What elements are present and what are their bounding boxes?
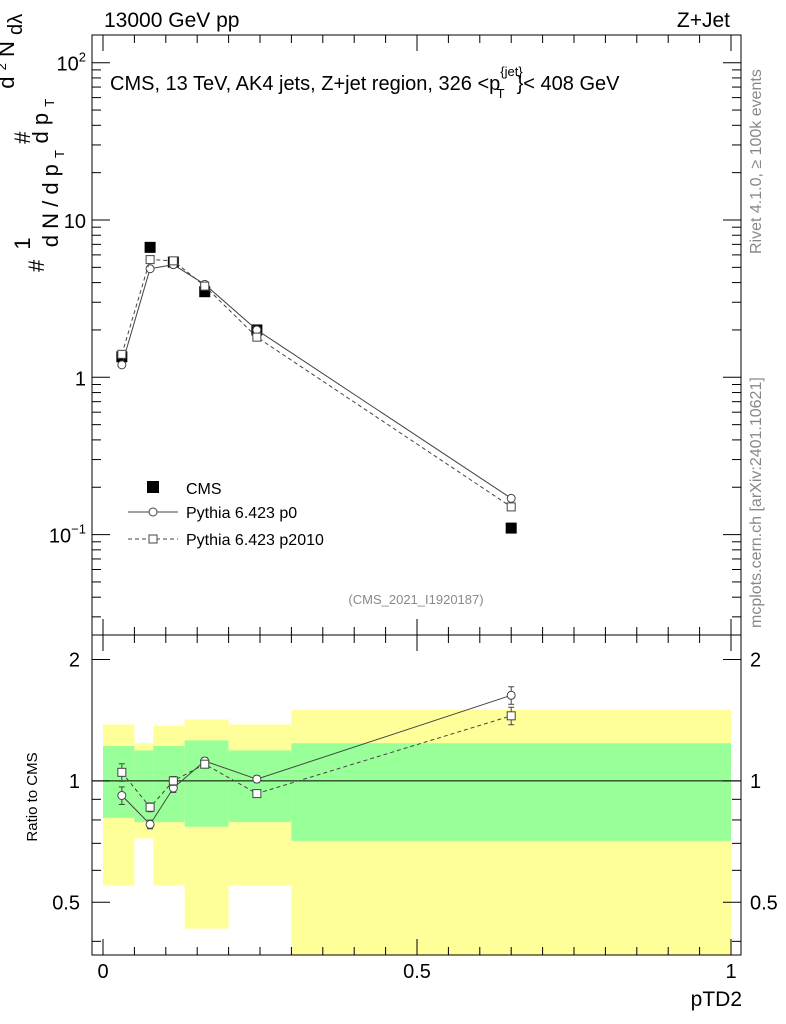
p0-ratio-marker: [506, 690, 516, 700]
main-y-tick-label: 1: [75, 368, 86, 390]
ylabel-part-10: dλ: [5, 14, 27, 35]
p2010-marker: [506, 502, 516, 512]
p0-ratio-marker: [252, 774, 262, 784]
plot-title-main: CMS, 13 TeV, AK4 jets, Z+jet region, 326…: [110, 73, 500, 95]
ratio-band-green: [228, 750, 292, 823]
ratio-y-tick-label-right: 2: [750, 649, 761, 671]
p0-ratio-line: [121, 694, 512, 826]
ratio-band-green: [184, 740, 229, 827]
plot-title-end: }< 408 GeV: [517, 73, 621, 95]
ylabel-part-0: #: [24, 259, 49, 272]
x-axis-label: pTD2: [691, 988, 742, 1011]
p0-marker: [117, 360, 127, 370]
x-tick-label: 0.5: [403, 961, 431, 983]
p2010-ratio-marker: [252, 789, 262, 799]
mcplots-label: mcplots.cern.ch [arXiv:2401.10621]: [748, 377, 765, 628]
ratio-y-tick-label-left: 1: [69, 771, 80, 793]
cms-data-point: [505, 522, 517, 534]
p0-ratio-marker: [117, 790, 127, 800]
p2010-ratio-marker: [200, 759, 210, 769]
ylabel-part-8: 2: [0, 63, 9, 70]
rivet-label: Rivet 4.1.0, ≥ 100k events: [748, 69, 765, 254]
p2010-marker: [168, 256, 178, 266]
p2010-ratio-line: [121, 715, 512, 809]
ylabel-part-9: N: [0, 41, 19, 57]
legend-p2010-label: Pythia 6.423 p2010: [186, 532, 324, 549]
legend-cms-marker: [147, 481, 159, 493]
ratio-axis-ticks: 2 2 1 1 0.5 0.5 0 0.5 1: [52, 635, 778, 983]
ratio-y-tick-label-left: 0.5: [52, 892, 80, 914]
plot-title-sub: T: [497, 86, 505, 101]
p0-line: [121, 264, 512, 499]
main-y-tick-label: 10−1: [49, 522, 86, 548]
plot-title: CMS, 13 TeV, AK4 jets, Z+jet region, 326…: [110, 64, 620, 101]
analysis-id: (CMS_2021_I1920187): [348, 592, 483, 607]
p2010-ratio-marker: [117, 767, 127, 777]
ylabel-part-6: T: [42, 99, 57, 107]
ratio-y-tick-label-left: 2: [69, 649, 80, 671]
ylabel-part-7: d: [0, 76, 19, 88]
legend: CMS Pythia 6.423 p0 Pythia 6.423 p2010: [128, 481, 324, 549]
main-y-label: # 1 d N / d p T # d p T d 2 N dλ: [0, 14, 69, 272]
p2010-marker: [117, 349, 127, 359]
ratio-y-tick-label-right: 0.5: [750, 892, 778, 914]
legend-p0-label: Pythia 6.423 p0: [186, 505, 297, 522]
p2010-marker: [252, 332, 262, 342]
p0-ratio-marker: [145, 819, 155, 829]
x-tick-label: 1: [725, 961, 736, 983]
x-tick-label: 0: [97, 961, 108, 983]
ylabel-part-1: 1: [10, 237, 35, 249]
p2010-ratio-marker: [506, 711, 516, 721]
p2010-ratio-marker: [145, 802, 155, 812]
p2010-marker: [200, 281, 210, 291]
ratio-band-green: [291, 743, 731, 841]
legend-p0-marker: [148, 507, 158, 517]
p0-marker: [145, 264, 155, 274]
ylabel-part-4: #: [10, 131, 35, 144]
ylabel-part-2: d N / d p: [38, 164, 63, 247]
ratio-series: [117, 686, 516, 830]
main-y-tick-label: 102: [57, 50, 86, 76]
header-left: 13000 GeV pp: [104, 9, 239, 32]
p2010-ratio-marker: [168, 776, 178, 786]
header-right: Z+Jet: [677, 9, 730, 32]
cms-data-point: [199, 286, 211, 298]
p0-marker: [506, 493, 516, 503]
plot-title-sup: {jet}: [500, 64, 523, 79]
ylabel-part-5: d p: [28, 113, 53, 144]
svg-text:# 1 d N / d p: # 1 d N / d p T # d p T d 2 N dλ: [0, 14, 69, 272]
main-axis-ticks: 102 10 1 10−1: [49, 35, 741, 635]
ratio-bands: [92, 709, 741, 955]
p2010-line: [121, 259, 512, 508]
main-series: [116, 241, 517, 534]
main-y-tick-label: 10: [64, 211, 86, 233]
legend-cms-label: CMS: [186, 481, 222, 498]
p2010-marker: [145, 255, 155, 265]
legend-p2010-marker: [148, 534, 158, 544]
ylabel-part-3: T: [52, 150, 67, 158]
cms-data-point: [144, 241, 156, 253]
ratio-y-tick-label-right: 1: [750, 771, 761, 793]
ratio-y-label: Ratio to CMS: [24, 752, 41, 841]
ratio-band-green: [103, 746, 135, 818]
